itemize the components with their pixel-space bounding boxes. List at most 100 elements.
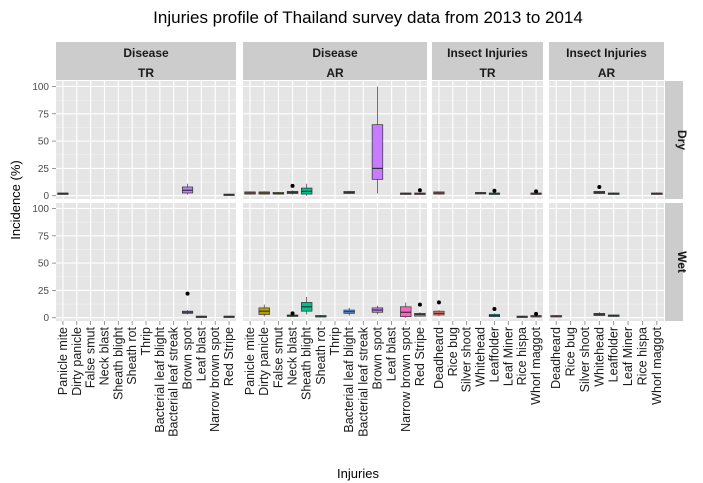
facet-strip-label: Insect Injuries (447, 46, 528, 60)
box-brown-spot (371, 305, 384, 315)
facet-strip-label: Disease (312, 46, 358, 60)
panel-background (549, 203, 664, 321)
x-tick-label: Bacterial leaf streak (356, 326, 370, 437)
box-sheath-blight (301, 296, 313, 315)
x-tick-label: Rice hispa (515, 327, 529, 385)
x-tick-label: Silver shoot (578, 326, 592, 392)
x-tick-label: Dirty panicle (70, 327, 84, 396)
x-tick-label: Whitehead (592, 327, 606, 387)
box-false-smut (272, 191, 285, 195)
facet-strip (665, 203, 683, 321)
x-tick-label: Leaffolder (487, 327, 501, 382)
facet-strip-label: Insect Injuries (566, 46, 647, 60)
box-rice-hispa (516, 315, 528, 318)
box-whitehead (593, 312, 606, 317)
box-leaf-blast (195, 315, 207, 318)
x-tick-label: False smut (84, 326, 98, 388)
box-neck-blast (286, 311, 299, 317)
box-neck-blast (286, 183, 299, 195)
x-axis-title: Injuries (337, 466, 379, 481)
x-tick-label: Bacterial leaf streak (167, 326, 181, 437)
box-panicle-mite (244, 191, 256, 195)
box-deadheard (550, 314, 562, 318)
outlier-point (534, 311, 539, 316)
facet-strip (549, 42, 664, 80)
box-whorl-maggot (530, 311, 542, 318)
box-whorl-maggot (530, 189, 542, 195)
box-bacterial-leaf-blight (343, 307, 355, 316)
outlier-point (290, 311, 295, 316)
y-tick-label: 25 (38, 164, 50, 175)
box-leaffolder (607, 314, 620, 317)
x-tick-label: Dirty panicle (257, 327, 271, 396)
box-brown-spot (181, 183, 194, 195)
box-leaffolder (488, 188, 500, 195)
x-tick-label: False smut (271, 326, 285, 388)
box-whorl-maggot (651, 192, 663, 195)
x-tick-label: Panicle mite (56, 327, 70, 395)
facet-strip (432, 42, 543, 80)
x-tick-label: Whitehead (474, 327, 488, 387)
x-tick-label: Deadheard (549, 327, 563, 389)
x-tick-label: Brown spot (181, 326, 195, 389)
x-tick-label: Narrow brown spot (208, 326, 222, 431)
outlier-point (534, 189, 539, 194)
x-tick-label: Thrip (328, 327, 342, 356)
facet-strip-label: AR (326, 66, 344, 80)
box-brown-spot (181, 291, 194, 315)
outlier-point (597, 184, 602, 189)
box-dirty-panicle (258, 304, 270, 317)
x-tick-label: Sheath rot (125, 326, 139, 384)
x-tick-label: Leaf blast (385, 326, 399, 381)
x-tick-label: Brown spot (370, 326, 384, 389)
x-tick-label: Deadheard (432, 327, 446, 389)
outlier-point (492, 188, 497, 193)
facet-strip-label: Disease (123, 46, 169, 60)
x-tick-label: Leaf blast (194, 326, 208, 381)
facet-panels: Disease TR Disease AR Insect Injuries TR Insec… (32, 42, 689, 437)
x-tick-label: Rice bug (564, 327, 578, 376)
box-dirty-panicle (258, 191, 270, 195)
facet-strip (665, 81, 683, 199)
box-red-stripe (414, 302, 426, 317)
box-sheath-rot (315, 314, 327, 318)
x-tick-label: Sheath blight (300, 326, 314, 400)
box-brown-spot (371, 86, 384, 194)
box-narrow-brown-spot (400, 192, 412, 195)
facet-row-label: Wet (675, 251, 689, 273)
panel-background (549, 81, 664, 199)
outlier-point (185, 291, 190, 296)
box-whitehead (593, 184, 606, 195)
outlier-point (290, 183, 295, 188)
outlier-point (436, 300, 441, 305)
x-tick-label: Sheath rot (314, 326, 328, 384)
x-tick-label: Sheath blight (111, 326, 125, 400)
box-deadheard (433, 300, 445, 317)
x-tick-label: Silver shoot (460, 326, 474, 392)
y-tick-label: 0 (43, 313, 49, 324)
box-deadheard (433, 191, 445, 195)
box-body (371, 124, 384, 180)
y-tick-label: 75 (38, 109, 50, 120)
box-narrow-brown-spot (400, 302, 412, 318)
x-tick-label: Rice bug (446, 327, 460, 376)
facet-strip (243, 42, 427, 80)
box-panicle-mite (57, 192, 69, 195)
y-tick-label: 25 (38, 286, 50, 297)
x-tick-label: Leaf Miner (621, 327, 635, 386)
y-axis-title: Incidence (%) (8, 160, 23, 239)
x-tick-label: Thrip (139, 327, 153, 356)
y-tick-label: 75 (38, 231, 50, 242)
x-tick-label: Bacterial leaf blight (153, 326, 167, 432)
x-tick-label: Bacterial leaf blight (342, 326, 356, 432)
y-tick-label: 100 (32, 82, 49, 93)
x-tick-label: Rice hispa (635, 327, 649, 385)
x-tick-label: Whorl maggot (529, 326, 543, 404)
panel-background (432, 203, 543, 321)
x-tick-label: Leaffolder (607, 327, 621, 382)
facet-strip (56, 42, 236, 80)
y-tick-label: 100 (32, 204, 49, 215)
x-tick-label: Neck blast (97, 326, 111, 385)
panel-background (432, 81, 543, 199)
box-sheath-blight (301, 183, 313, 196)
